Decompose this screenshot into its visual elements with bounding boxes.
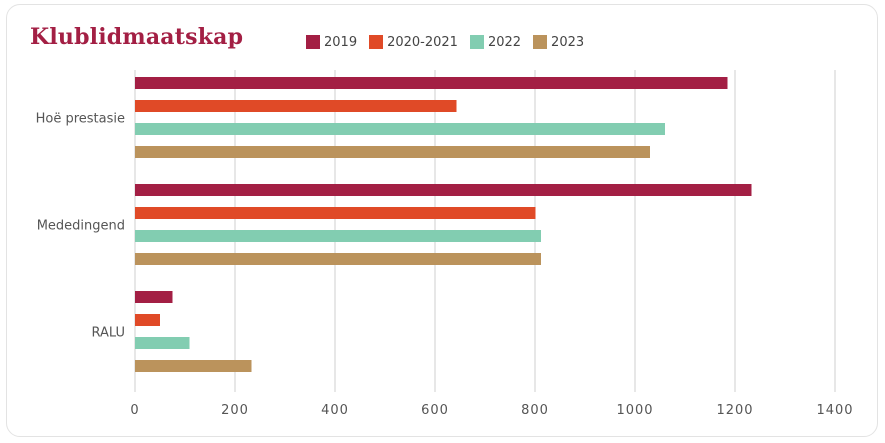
bar [135, 230, 541, 242]
bar [135, 184, 752, 196]
x-tick-label: 400 [321, 403, 349, 418]
bar [135, 77, 728, 89]
bar [135, 146, 650, 158]
x-tick-label: 600 [421, 403, 449, 418]
bar [135, 253, 541, 265]
category-label: RALU [91, 326, 125, 341]
bar [135, 314, 160, 326]
x-tick-label: 1000 [616, 403, 653, 418]
x-tick-label: 1200 [716, 403, 753, 418]
bar [135, 123, 665, 135]
category-label: Mededingend [37, 219, 125, 234]
x-tick-label: 800 [521, 403, 549, 418]
x-tick-label: 1400 [816, 403, 853, 418]
bar [135, 100, 457, 112]
x-tick-label: 200 [221, 403, 249, 418]
bar [135, 291, 173, 303]
bar [135, 360, 252, 372]
category-label: Hoë prestasie [36, 112, 125, 127]
bar [135, 207, 536, 219]
x-tick-label: 0 [130, 403, 139, 418]
bar [135, 337, 190, 349]
